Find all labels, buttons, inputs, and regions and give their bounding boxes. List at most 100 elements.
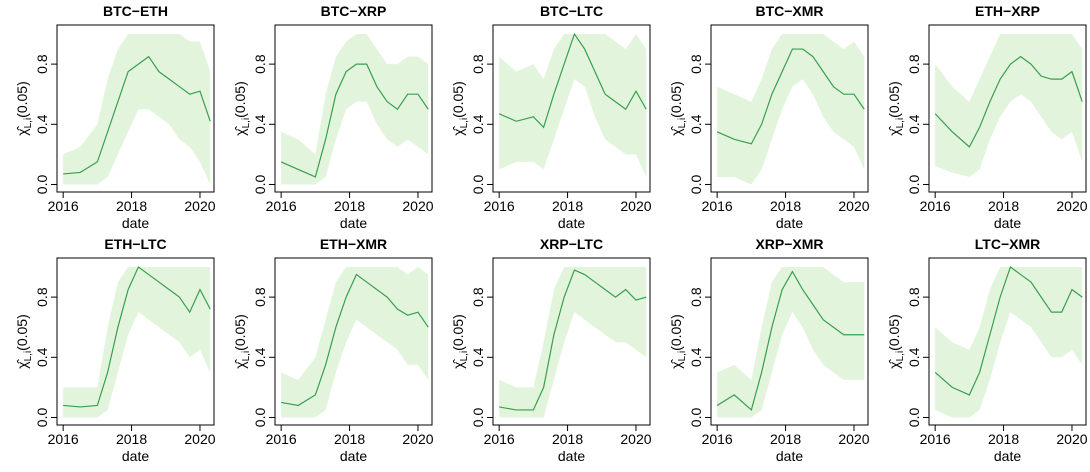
confidence-band bbox=[717, 267, 865, 418]
panel-title: BTC−LTC bbox=[540, 3, 603, 19]
y-label-subscript: L,i bbox=[895, 351, 906, 362]
y-label-subscript: L,i bbox=[241, 118, 252, 129]
x-axis-label: date bbox=[994, 448, 1021, 464]
plot-frame bbox=[928, 257, 1087, 426]
panel-title: ETH−XRP bbox=[975, 3, 1040, 19]
y-label-suffix: (0.05) bbox=[232, 81, 248, 118]
confidence-band bbox=[717, 34, 865, 185]
confidence-band bbox=[281, 267, 429, 418]
panel-title: BTC−ETH bbox=[103, 3, 168, 19]
x-axis-label: date bbox=[776, 215, 803, 231]
x-axis-label: date bbox=[776, 448, 803, 464]
confidence-band bbox=[935, 34, 1083, 177]
x-tick-label: 2018 bbox=[116, 431, 147, 447]
y-label-suffix: (0.05) bbox=[668, 81, 684, 118]
line bbox=[716, 270, 865, 412]
line bbox=[63, 266, 211, 408]
confidence-band bbox=[63, 267, 211, 418]
x-tick-label: 2016 bbox=[920, 431, 951, 447]
x-tick-label: 2020 bbox=[1056, 198, 1087, 214]
x-axis-label: date bbox=[558, 448, 585, 464]
x-axis-label: date bbox=[558, 215, 585, 231]
y-tick-label: 0.8 bbox=[906, 287, 922, 307]
line bbox=[63, 55, 211, 175]
y-label-symbol: χ̂ bbox=[668, 125, 684, 135]
y-label-subscript: L,i bbox=[23, 351, 34, 362]
panel-title: LTC−XMR bbox=[975, 236, 1040, 252]
x-tick-label: 2020 bbox=[402, 431, 433, 447]
plot-frame bbox=[928, 24, 1087, 193]
y-label-subscript: L,i bbox=[677, 351, 688, 362]
y-tick-label: 0.8 bbox=[34, 54, 50, 74]
plot-frame bbox=[492, 24, 651, 193]
y-label-subscript: L,i bbox=[459, 118, 470, 129]
x-tick-label: 2016 bbox=[484, 431, 515, 447]
y-label-symbol: χ̂ bbox=[14, 358, 30, 368]
y-axis-label: χ̂L,i(0.05) bbox=[450, 314, 470, 369]
plot-frame bbox=[492, 257, 651, 426]
y-tick-label: 0.4 bbox=[34, 114, 50, 134]
line bbox=[499, 269, 647, 411]
x-tick-label: 2018 bbox=[770, 198, 801, 214]
y-axis-label: χ̂L,i(0.05) bbox=[14, 314, 34, 369]
panel-title: ETH−XMR bbox=[320, 236, 387, 252]
line bbox=[498, 32, 647, 129]
x-tick-label: 2016 bbox=[702, 198, 733, 214]
y-tick-label: 0.8 bbox=[470, 287, 486, 307]
y-tick-label: 0.8 bbox=[252, 54, 268, 74]
panel-title: BTC−XMR bbox=[755, 3, 823, 19]
x-tick-label: 2020 bbox=[838, 431, 869, 447]
x-tick-label: 2016 bbox=[266, 198, 297, 214]
y-label-suffix: (0.05) bbox=[14, 314, 30, 351]
y-axis-label: χ̂L,i(0.05) bbox=[232, 81, 252, 136]
x-tick-label: 2018 bbox=[988, 198, 1019, 214]
panel-title: XRP−XMR bbox=[755, 236, 823, 252]
y-label-symbol: χ̂ bbox=[14, 125, 30, 135]
y-label-symbol: χ̂ bbox=[232, 358, 248, 368]
x-tick-label: 2016 bbox=[702, 431, 733, 447]
line bbox=[716, 48, 865, 145]
plot-frame bbox=[56, 257, 215, 426]
x-axis-label: date bbox=[122, 215, 149, 231]
confidence-band bbox=[281, 34, 429, 185]
plot-frame bbox=[274, 257, 433, 426]
y-label-subscript: L,i bbox=[677, 118, 688, 129]
x-tick-label: 2018 bbox=[552, 431, 583, 447]
panel-title: ETH−LTC bbox=[104, 236, 166, 252]
line bbox=[934, 266, 1083, 396]
y-label-suffix: (0.05) bbox=[450, 81, 466, 118]
y-axis-label: χ̂L,i(0.05) bbox=[450, 81, 470, 136]
y-tick-label: 0.4 bbox=[34, 347, 50, 367]
y-label-symbol: χ̂ bbox=[450, 125, 466, 135]
y-tick-label: 0.8 bbox=[470, 54, 486, 74]
y-tick-label: 0.8 bbox=[34, 287, 50, 307]
plot-frame bbox=[56, 24, 215, 193]
confidence-band bbox=[935, 267, 1083, 418]
y-axis-label: χ̂L,i(0.05) bbox=[668, 81, 688, 136]
y-tick-label: 0.0 bbox=[906, 408, 922, 428]
line bbox=[281, 273, 429, 407]
x-axis-label: date bbox=[340, 215, 367, 231]
y-tick-label: 0.0 bbox=[470, 175, 486, 195]
confidence-band bbox=[499, 34, 647, 177]
y-label-symbol: χ̂ bbox=[886, 125, 902, 135]
y-label-subscript: L,i bbox=[23, 118, 34, 129]
plot-frame bbox=[274, 24, 433, 193]
y-tick-label: 0.4 bbox=[252, 347, 268, 367]
y-tick-label: 0.8 bbox=[252, 287, 268, 307]
x-tick-label: 2016 bbox=[48, 198, 79, 214]
x-tick-label: 2020 bbox=[838, 198, 869, 214]
y-axis-label: χ̂L,i(0.05) bbox=[14, 81, 34, 136]
x-tick-label: 2016 bbox=[484, 198, 515, 214]
y-tick-label: 0.4 bbox=[906, 114, 922, 134]
y-axis-label: χ̂L,i(0.05) bbox=[886, 81, 906, 136]
x-tick-label: 2018 bbox=[770, 431, 801, 447]
confidence-band bbox=[499, 267, 647, 418]
y-label-symbol: χ̂ bbox=[886, 358, 902, 368]
